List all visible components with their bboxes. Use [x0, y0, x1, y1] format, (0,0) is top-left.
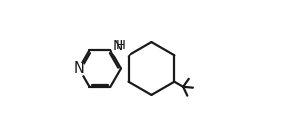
- Text: H: H: [116, 39, 126, 52]
- Text: N: N: [113, 39, 123, 53]
- Text: N: N: [73, 61, 84, 76]
